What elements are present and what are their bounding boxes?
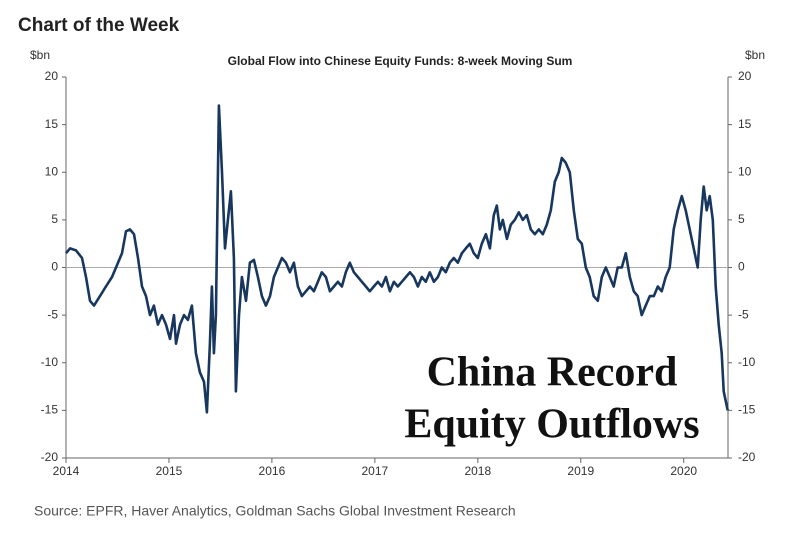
x-tick-label: 2020 bbox=[670, 464, 697, 478]
source-note: Source: EPFR, Haver Analytics, Goldman S… bbox=[34, 503, 516, 519]
y-tick-label: -15 bbox=[41, 403, 59, 417]
y-axis-unit: $bn bbox=[30, 48, 50, 62]
annotation: Equity Outflows bbox=[404, 402, 699, 448]
x-tick-label: 2016 bbox=[259, 464, 286, 478]
y-tick-label: 15 bbox=[45, 117, 59, 131]
y-tick-label: -10 bbox=[41, 355, 59, 369]
y-tick-label: -5 bbox=[47, 307, 58, 321]
y2-tick-label: -5 bbox=[738, 307, 749, 321]
y2-tick-label: 0 bbox=[738, 260, 745, 274]
y-tick-label: 10 bbox=[45, 164, 59, 178]
chart-subtitle: Global Flow into Chinese Equity Funds: 8… bbox=[228, 54, 573, 68]
x-tick-label: 2014 bbox=[53, 464, 80, 478]
chart-title: Chart of the Week bbox=[18, 15, 180, 36]
x-tick-label: 2017 bbox=[362, 464, 389, 478]
y2-axis-unit: $bn bbox=[745, 48, 765, 62]
y2-tick-label: -10 bbox=[738, 355, 756, 369]
y2-tick-label: 10 bbox=[738, 164, 752, 178]
y2-tick-label: -20 bbox=[738, 450, 756, 464]
y-tick-label: 20 bbox=[45, 69, 59, 83]
x-tick-label: 2015 bbox=[156, 464, 183, 478]
y-tick-label: -20 bbox=[41, 450, 59, 464]
y-tick-label: 0 bbox=[51, 260, 58, 274]
y-tick-label: 5 bbox=[51, 212, 58, 226]
data-line bbox=[65, 104, 729, 414]
y2-tick-label: 5 bbox=[738, 212, 745, 226]
x-tick-label: 2018 bbox=[464, 464, 491, 478]
y2-tick-label: 15 bbox=[738, 117, 752, 131]
x-tick-label: 2019 bbox=[567, 464, 594, 478]
annotation: China Record bbox=[427, 350, 678, 396]
y2-tick-label: -15 bbox=[738, 403, 756, 417]
y2-tick-label: 20 bbox=[738, 69, 752, 83]
